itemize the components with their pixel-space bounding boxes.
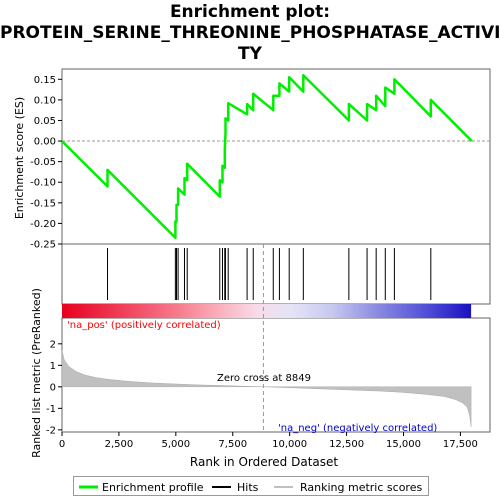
x-axis-label: Rank in Ordered Dataset <box>190 455 338 469</box>
x-tick-label: 2,500 <box>105 439 134 450</box>
x-tick-label: 12,500 <box>329 439 364 450</box>
neg-label: 'na_neg' (negatively correlated) <box>278 423 437 434</box>
hits-panel <box>62 248 472 318</box>
es-panel <box>61 73 490 240</box>
metric-y-tick-label: -1 <box>46 404 56 415</box>
top-panel-ylabel: Enrichment score (ES) <box>13 97 26 219</box>
es-y-tick-label: 0.05 <box>34 116 56 127</box>
legend-label-metric: Ranking metric scores <box>300 481 422 494</box>
x-tick-label: 15,000 <box>386 439 421 450</box>
legend-label-hits: Hits <box>237 481 259 494</box>
x-tick-label: 10,000 <box>272 439 307 450</box>
metric-y-tick-label: 1 <box>50 361 56 372</box>
es-y-tick-label: 0.15 <box>34 75 56 86</box>
x-tick-label: 0 <box>59 439 65 450</box>
es-y-tick-label: -0.05 <box>30 157 56 168</box>
legend: Enrichment profile Hits Ranking metric s… <box>73 476 429 496</box>
x-tick-label: 7,500 <box>218 439 247 450</box>
enrichment-profile-line <box>61 73 473 240</box>
x-tick-label: 17,500 <box>443 439 478 450</box>
rank-color-strip <box>62 304 472 318</box>
zero-cross-label: Zero cross at 8849 <box>217 373 311 384</box>
metric-y-tick-label: -2 <box>46 425 56 436</box>
x-tick-label: 5,000 <box>162 439 191 450</box>
chart-title: Enrichment plot: PROTEIN_SERINE_THREONIN… <box>0 2 500 65</box>
pos-label: 'na_pos' (positively correlated) <box>67 320 221 331</box>
hits-panel-frame <box>61 243 491 305</box>
ranking-metric-area <box>61 350 472 427</box>
metric-y-tick-label: 2 <box>50 339 56 350</box>
metric-y-tick-label: 0 <box>50 382 56 393</box>
es-y-tick-label: -0.15 <box>30 198 56 209</box>
bottom-panel-ylabel: Ranked list metric (PreRanked) <box>30 288 43 458</box>
metric-panel <box>61 244 472 432</box>
es-y-tick-label: -0.20 <box>30 219 56 230</box>
legend-label-profile: Enrichment profile <box>102 481 204 494</box>
title-line-3: TY <box>238 44 262 64</box>
es-y-tick-label: -0.10 <box>30 178 56 189</box>
title-line-2: PROTEIN_SERINE_THREONINE_PHOSPHATASE_ACT… <box>0 23 500 43</box>
axes: -0.25 -0.20 -0.15 -0.10 -0.05 0.00 0.05 0.10 0.1… <box>30 75 478 450</box>
es-y-tick-label: -0.25 <box>30 240 56 251</box>
title-line-1: Enrichment plot: <box>169 2 331 22</box>
es-y-tick-label: 0.10 <box>34 95 56 106</box>
es-y-tick-label: 0.00 <box>34 137 56 148</box>
